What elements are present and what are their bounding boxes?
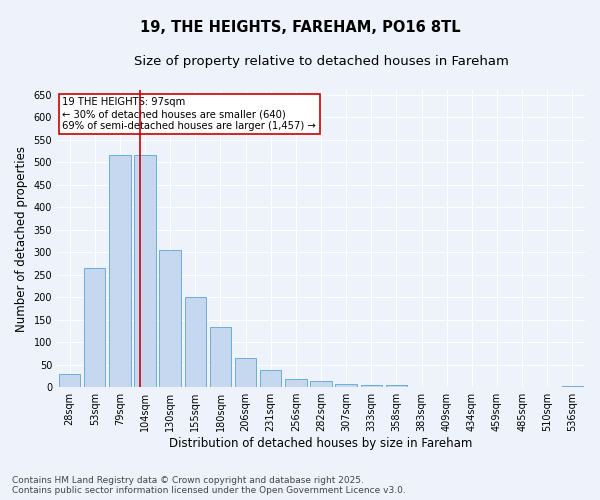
Text: 19 THE HEIGHTS: 97sqm
← 30% of detached houses are smaller (640)
69% of semi-det: 19 THE HEIGHTS: 97sqm ← 30% of detached … [62, 98, 316, 130]
Bar [84, 268, 106, 387]
Bar [361, 384, 382, 387]
Bar [134, 156, 156, 387]
Bar [260, 370, 281, 387]
Y-axis label: Number of detached properties: Number of detached properties [15, 146, 28, 332]
Bar [185, 297, 206, 387]
Bar [310, 382, 332, 387]
Bar [335, 384, 357, 387]
Bar [109, 156, 131, 387]
Bar [235, 358, 256, 387]
Bar [285, 379, 307, 387]
Bar [386, 386, 407, 387]
Title: Size of property relative to detached houses in Fareham: Size of property relative to detached ho… [134, 55, 508, 68]
X-axis label: Distribution of detached houses by size in Fareham: Distribution of detached houses by size … [169, 437, 473, 450]
Text: 19, THE HEIGHTS, FAREHAM, PO16 8TL: 19, THE HEIGHTS, FAREHAM, PO16 8TL [140, 20, 460, 35]
Bar [210, 328, 231, 387]
Text: Contains HM Land Registry data © Crown copyright and database right 2025.
Contai: Contains HM Land Registry data © Crown c… [12, 476, 406, 495]
Bar [562, 386, 583, 387]
Bar [59, 374, 80, 387]
Bar [160, 250, 181, 387]
